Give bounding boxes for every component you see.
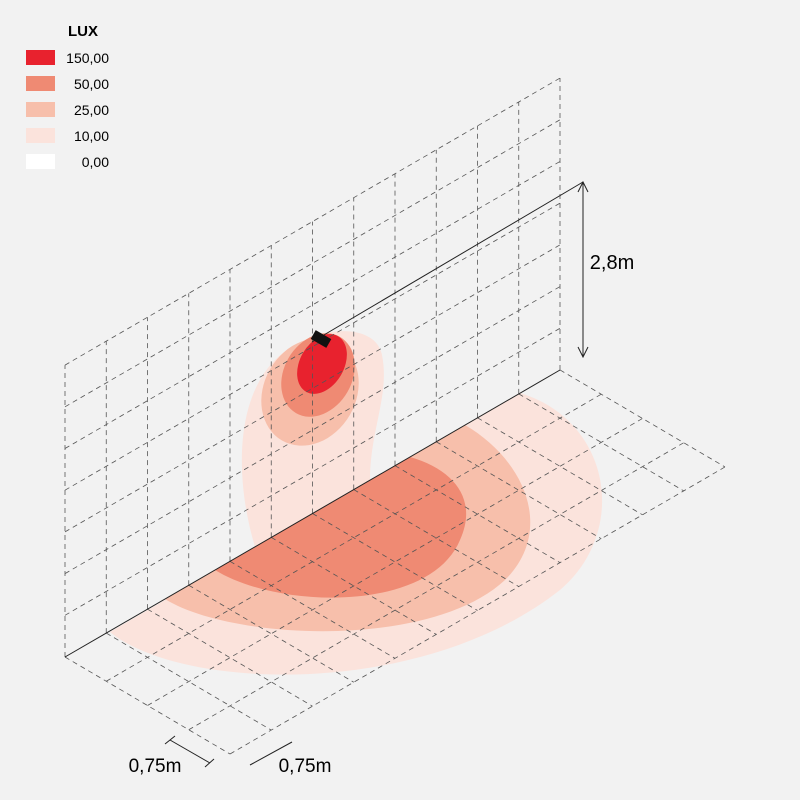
- grid-line: [271, 537, 437, 635]
- grid-line: [188, 584, 354, 683]
- luminaire: [310, 330, 332, 348]
- grid: [64, 77, 726, 755]
- grid-line: [312, 513, 478, 611]
- grid-y-label: 0,75m: [279, 756, 332, 777]
- legend-swatch: [26, 76, 55, 91]
- grid-line: [559, 369, 726, 468]
- legend-label: 25,00: [74, 102, 109, 118]
- ceiling-line: [311, 181, 584, 343]
- legend-title: LUX: [68, 23, 98, 40]
- legend-label: 10,00: [74, 128, 109, 144]
- grid-line: [394, 465, 561, 563]
- grid-line: [64, 656, 231, 755]
- height-label: 2,8m: [590, 252, 634, 274]
- legend-swatch: [26, 154, 55, 169]
- grid-line: [106, 632, 272, 731]
- wall-150: [297, 334, 347, 394]
- legend-label: 50,00: [74, 76, 109, 92]
- legend-label: 150,00: [66, 50, 109, 66]
- legend-swatch: [26, 102, 55, 117]
- legend: 150,00 50,00 25,00 10,00 0,00: [26, 50, 109, 170]
- grid-x-label: 0,75m: [129, 756, 182, 777]
- grid-line: [436, 441, 602, 540]
- isolux: [110, 331, 603, 675]
- legend-swatch: [26, 50, 55, 65]
- dimension-lines: [164, 180, 589, 768]
- grid-line: [147, 608, 313, 707]
- grid-line: [353, 489, 519, 587]
- floor-50: [215, 457, 467, 598]
- grid-line: [229, 560, 396, 659]
- legend-swatch: [26, 128, 55, 143]
- wall-base: [64, 369, 561, 658]
- grid-line: [477, 417, 643, 516]
- legend-label: 0,00: [82, 154, 109, 170]
- grid-line: [518, 393, 684, 492]
